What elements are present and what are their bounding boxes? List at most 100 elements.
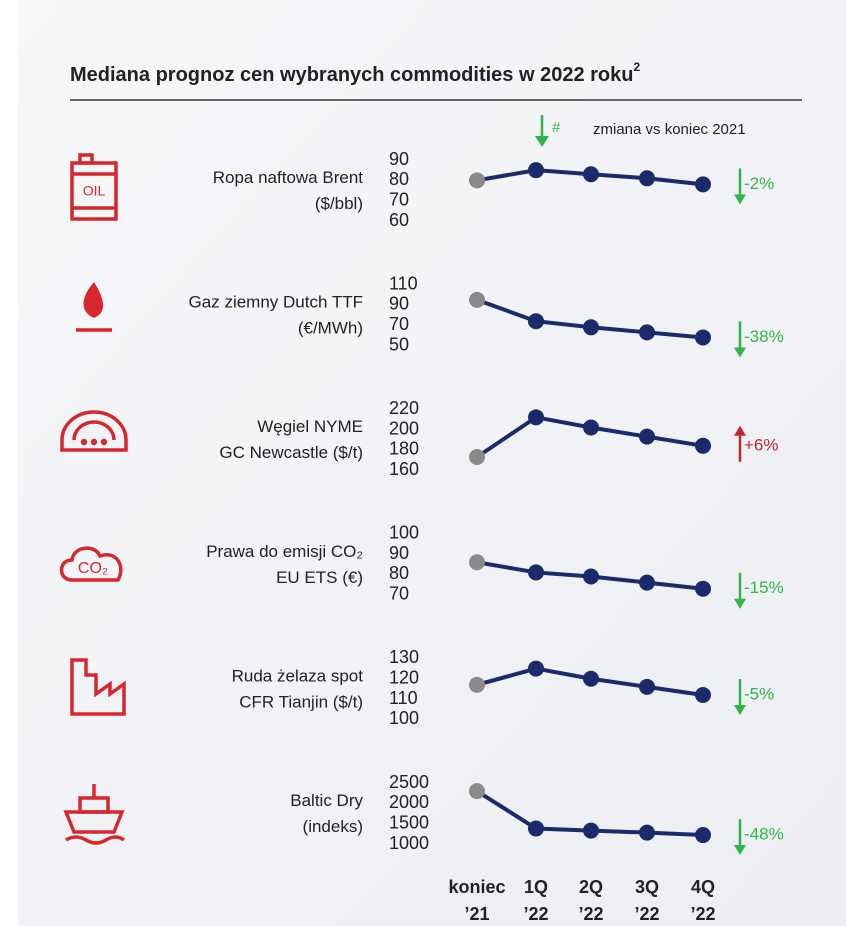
point — [469, 554, 485, 571]
point — [639, 428, 655, 445]
y-tick-label: 80 — [389, 169, 409, 189]
point — [639, 678, 655, 695]
y-tick-label: 180 — [389, 439, 419, 459]
change-arrowhead — [734, 845, 746, 856]
point — [639, 324, 655, 341]
change-arrowhead — [734, 425, 746, 436]
y-tick-label: 160 — [389, 459, 419, 479]
y-tick-label: 70 — [389, 584, 409, 604]
x-tick-label: ’22 — [634, 904, 659, 924]
point — [639, 574, 655, 591]
series-label: GC Newcastle ($/t) — [219, 443, 363, 462]
change-arrowhead — [734, 347, 746, 358]
point — [583, 419, 599, 436]
series-label: Ropa naftowa Brent — [213, 168, 364, 187]
y-tick-label: 100 — [389, 523, 419, 543]
background — [18, 0, 846, 926]
change-label: -2% — [744, 174, 774, 193]
y-tick-label: 120 — [389, 667, 419, 687]
icon-coal — [60, 410, 128, 452]
y-tick-label: 220 — [389, 398, 419, 418]
x-tick-label: 4Q — [691, 877, 715, 897]
point — [528, 820, 544, 837]
series-label: (indeks) — [303, 817, 363, 836]
title: Mediana prognoz cen wybranych commoditie… — [70, 60, 640, 86]
series-label: Węgiel NYME — [257, 417, 363, 436]
x-tick-label: ’22 — [523, 904, 548, 924]
y-tick-label: 90 — [389, 294, 409, 314]
point — [583, 568, 599, 585]
point — [695, 437, 711, 454]
legend-symbol: # — [552, 119, 561, 136]
change-label: -48% — [744, 825, 784, 844]
x-tick-label: 1Q — [524, 877, 548, 897]
series-label: CFR Tianjin ($/t) — [239, 692, 363, 711]
point — [469, 172, 485, 189]
point — [469, 783, 485, 800]
x-tick-label: 2Q — [579, 877, 603, 897]
x-tick-label: ’21 — [464, 904, 489, 924]
point — [583, 166, 599, 183]
x-tick-label: ’22 — [578, 904, 603, 924]
series-label: (€/MWh) — [298, 319, 363, 338]
change-label: +6% — [744, 435, 779, 454]
y-tick-label: 2500 — [389, 772, 429, 792]
y-tick-label: 90 — [389, 149, 409, 169]
series-label: EU ETS (€) — [276, 568, 363, 587]
y-tick-label: 200 — [389, 418, 419, 438]
y-tick-label: 80 — [389, 563, 409, 583]
legend-text: zmiana vs koniec 2021 — [593, 121, 746, 138]
y-tick-label: 130 — [389, 647, 419, 667]
point — [639, 824, 655, 841]
point — [583, 319, 599, 336]
point — [469, 676, 485, 693]
icon-gas — [76, 282, 112, 332]
legend-arrowhead — [535, 136, 549, 147]
point — [695, 580, 711, 597]
point — [695, 329, 711, 346]
y-tick-label: 70 — [389, 189, 409, 209]
point — [528, 409, 544, 426]
point — [528, 313, 544, 330]
y-tick-label: 100 — [389, 708, 419, 728]
x-tick-label: koniec — [448, 877, 505, 897]
y-tick-label: 110 — [389, 273, 418, 293]
point — [528, 564, 544, 581]
point — [528, 660, 544, 677]
point — [528, 162, 544, 179]
y-tick-label: 110 — [389, 688, 418, 708]
point — [469, 448, 485, 465]
icon-ship — [63, 784, 126, 845]
series-label: ($/bbl) — [315, 194, 363, 213]
x-tick-label: ’22 — [690, 904, 715, 924]
change-arrowhead — [734, 705, 746, 715]
svg-text:CO₂: CO₂ — [78, 560, 108, 577]
point — [695, 827, 711, 844]
y-tick-label: 2000 — [389, 792, 429, 812]
y-tick-label: 60 — [389, 210, 409, 230]
point — [695, 687, 711, 703]
icon-oil: OIL — [70, 153, 118, 221]
change-label: -15% — [744, 578, 784, 597]
point — [469, 291, 485, 308]
change-label: -5% — [744, 684, 774, 703]
series-label: Prawa do emisji CO₂ — [206, 542, 363, 561]
y-tick-label: 1500 — [389, 812, 429, 832]
y-tick-label: 90 — [389, 543, 409, 563]
point — [695, 176, 711, 193]
x-tick-label: 3Q — [635, 877, 659, 897]
point — [583, 670, 599, 687]
y-tick-label: 70 — [389, 314, 409, 334]
change-arrowhead — [734, 598, 746, 609]
y-tick-label: 1000 — [389, 833, 429, 853]
svg-text:OIL: OIL — [83, 183, 106, 199]
icon-co2: CO₂ — [59, 546, 123, 582]
y-tick-label: 50 — [389, 334, 409, 354]
series-label: Ruda żelaza spot — [232, 666, 364, 685]
icon-factory — [70, 658, 126, 716]
change-arrowhead — [734, 194, 746, 205]
series-label: Gaz ziemny Dutch TTF — [189, 293, 363, 312]
change-label: -38% — [744, 327, 784, 346]
point — [583, 822, 599, 839]
